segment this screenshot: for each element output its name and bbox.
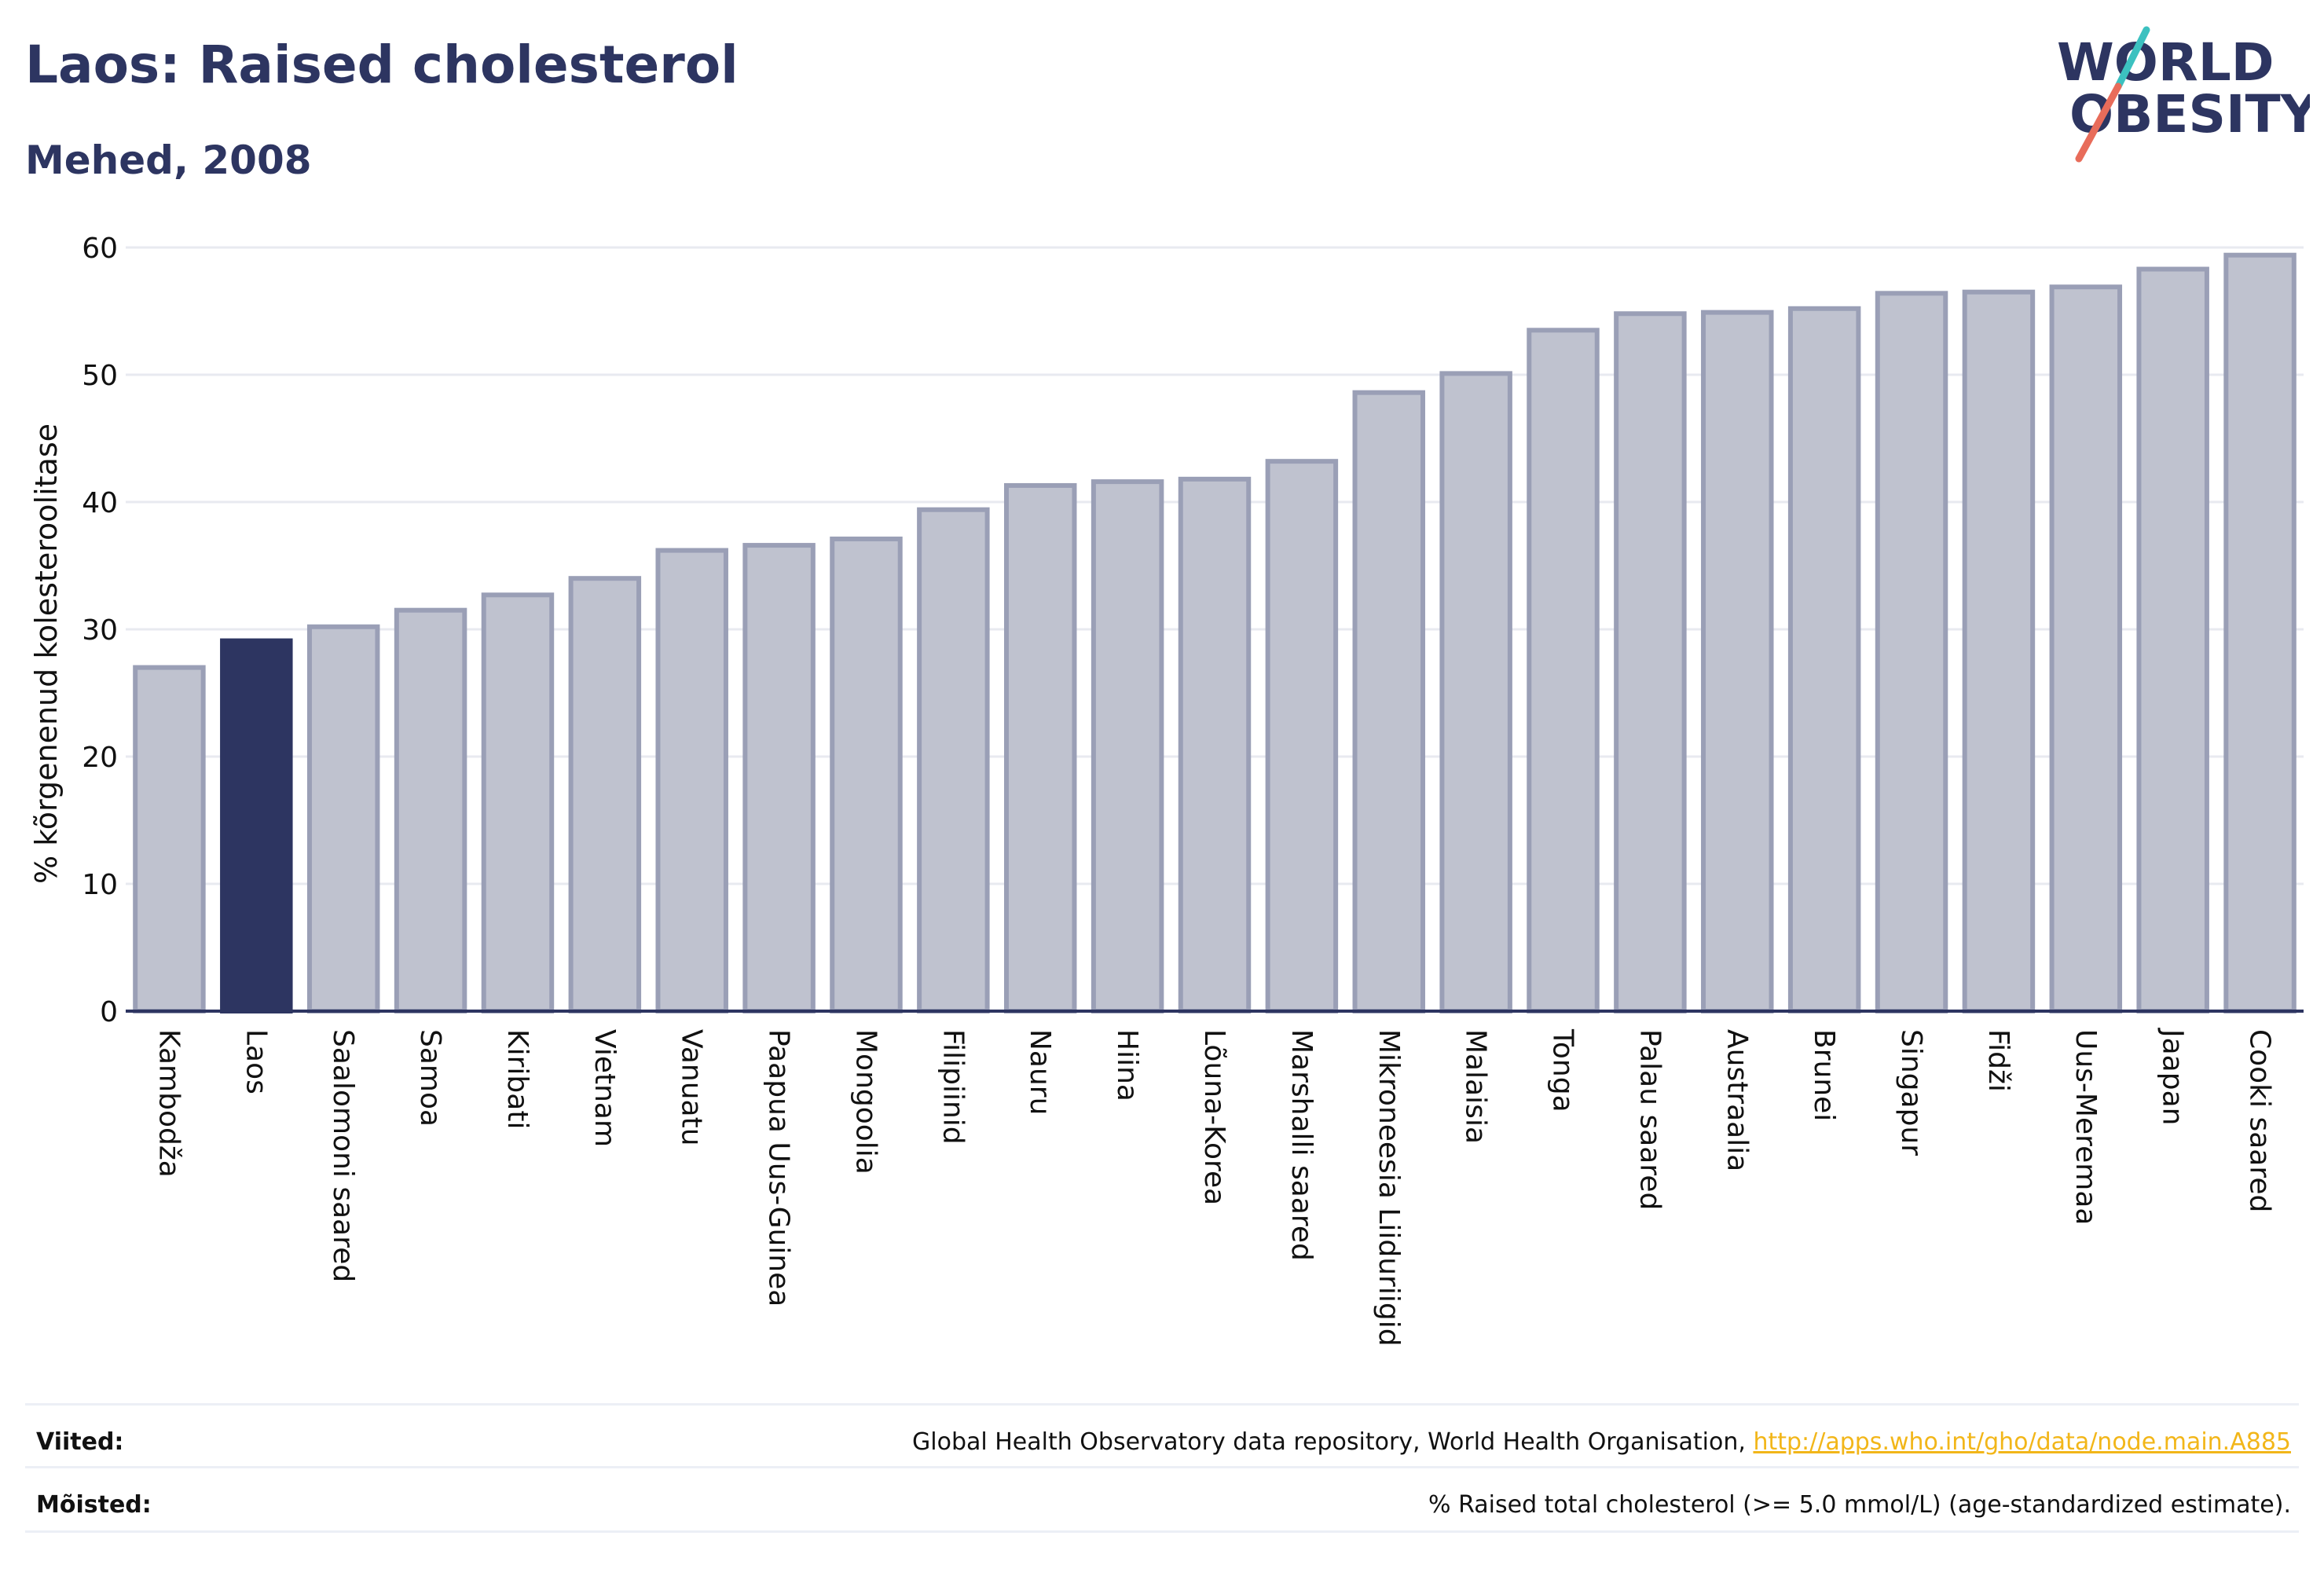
bar[interactable] bbox=[655, 548, 728, 1013]
chart-subtitle: Mehed, 2008 bbox=[25, 137, 312, 183]
x-tick-label: Marshalli saared bbox=[1285, 1029, 1318, 1261]
bar[interactable] bbox=[1178, 476, 1252, 1013]
y-tick-label: 20 bbox=[82, 742, 118, 774]
definitions-label: Mõisted: bbox=[36, 1491, 152, 1519]
y-tick-label: 60 bbox=[82, 233, 118, 265]
y-tick-label: 0 bbox=[100, 996, 118, 1028]
bar[interactable] bbox=[1701, 310, 1774, 1013]
sources-link[interactable]: http://apps.who.int/gho/data/node.main.A… bbox=[1753, 1428, 2291, 1456]
sources-label: Viited: bbox=[36, 1428, 124, 1456]
bar[interactable] bbox=[2049, 284, 2123, 1014]
bar[interactable] bbox=[1003, 482, 1077, 1013]
footer-definitions: Mõisted: % Raised total cholesterol (>= … bbox=[25, 1474, 2299, 1537]
x-tick-label: Nauru bbox=[1024, 1029, 1056, 1115]
y-tick-label: 30 bbox=[82, 614, 118, 647]
bar[interactable] bbox=[2136, 266, 2209, 1014]
bar-chart: 0 10 20 30 40 50 60 Kambodža Laos Saalomoni saare… bbox=[29, 233, 2304, 1347]
logo-line1: WORLD bbox=[2057, 32, 2275, 93]
bar[interactable] bbox=[481, 592, 555, 1013]
x-tick-label: Saalomoni saared bbox=[327, 1029, 359, 1282]
bar[interactable] bbox=[830, 536, 903, 1013]
bar[interactable] bbox=[1265, 459, 1339, 1013]
bar[interactable] bbox=[133, 665, 206, 1013]
x-tick-label: Jaapan bbox=[2157, 1028, 2189, 1125]
x-tick-label: Fidži bbox=[1982, 1029, 2014, 1092]
bar[interactable] bbox=[1352, 390, 1426, 1013]
footer-sources: Viited: Global Health Observatory data r… bbox=[25, 1411, 2299, 1474]
bar-layer bbox=[133, 252, 2297, 1014]
x-tick-label: Cooki saared bbox=[2244, 1029, 2276, 1212]
x-tick-label: Lõuna-Korea bbox=[1198, 1029, 1230, 1205]
definitions-value: % Raised total cholesterol (>= 5.0 mmol/… bbox=[1428, 1491, 2291, 1519]
y-tick-label: 50 bbox=[82, 360, 118, 392]
y-tick-label: 10 bbox=[82, 869, 118, 901]
x-tick-label: Tonga bbox=[1547, 1028, 1579, 1112]
y-axis-label: % kõrgenenud kolesteroolitase bbox=[29, 423, 64, 884]
x-tick-label: Vietnam bbox=[588, 1029, 621, 1147]
x-tick-label: Palau saared bbox=[1633, 1029, 1666, 1210]
x-tick-label: Kambodža bbox=[152, 1029, 185, 1178]
x-tick-label: Laos bbox=[240, 1029, 272, 1094]
bar[interactable] bbox=[1614, 311, 1687, 1013]
logo-slash-teal bbox=[2114, 26, 2150, 90]
x-tick-label: Singapur bbox=[1895, 1029, 1927, 1156]
x-tick-label: Mongoolia bbox=[849, 1029, 882, 1175]
bar[interactable] bbox=[742, 543, 816, 1013]
footer-divider-middle bbox=[25, 1466, 2299, 1468]
bar[interactable] bbox=[1527, 328, 1600, 1013]
x-tick-label: Samoa bbox=[414, 1029, 446, 1127]
bar[interactable] bbox=[394, 607, 467, 1013]
y-tick-label: 40 bbox=[82, 487, 118, 519]
footer-divider-bottom bbox=[25, 1530, 2299, 1533]
bar[interactable] bbox=[306, 624, 380, 1013]
chart-title: Laos: Raised cholesterol bbox=[25, 35, 739, 95]
bar[interactable] bbox=[2223, 252, 2297, 1014]
axis-layer: 0 10 20 30 40 50 60 Kambodža Laos Saalomoni saare… bbox=[82, 233, 2304, 1347]
footer-divider-top bbox=[25, 1403, 2299, 1406]
x-tick-label: Filipiinid bbox=[937, 1029, 969, 1145]
logo-slash-coral bbox=[2075, 82, 2122, 163]
x-tick-label: Uus-Meremaa bbox=[2069, 1029, 2102, 1225]
sources-value: Global Health Observatory data repositor… bbox=[912, 1428, 2291, 1456]
bar-highlighted[interactable] bbox=[220, 638, 293, 1014]
world-obesity-logo: WORLD OBESITY bbox=[2057, 26, 2310, 163]
bar[interactable] bbox=[1962, 289, 2036, 1013]
bar[interactable] bbox=[1787, 306, 1861, 1013]
bar[interactable] bbox=[568, 576, 642, 1013]
bar[interactable] bbox=[917, 507, 990, 1013]
x-tick-label: Brunei bbox=[1808, 1029, 1840, 1121]
x-tick-label: Austraalia bbox=[1721, 1029, 1753, 1171]
x-tick-label: Vanuatu bbox=[676, 1029, 708, 1146]
bar[interactable] bbox=[1091, 479, 1164, 1013]
bar[interactable] bbox=[1875, 291, 1948, 1013]
x-tick-label: Mikroneesia Liiduriigid bbox=[1373, 1029, 1405, 1347]
sources-text: Global Health Observatory data repositor… bbox=[912, 1428, 1754, 1456]
x-tick-label: Malaisia bbox=[1460, 1029, 1492, 1144]
x-tick-label: Hiina bbox=[1111, 1029, 1143, 1101]
bar[interactable] bbox=[1439, 371, 1512, 1013]
x-tick-label: Kiribati bbox=[501, 1029, 533, 1129]
logo-line2: OBESITY bbox=[2069, 84, 2310, 145]
x-tick-label: Paapua Uus-Guinea bbox=[763, 1029, 795, 1307]
